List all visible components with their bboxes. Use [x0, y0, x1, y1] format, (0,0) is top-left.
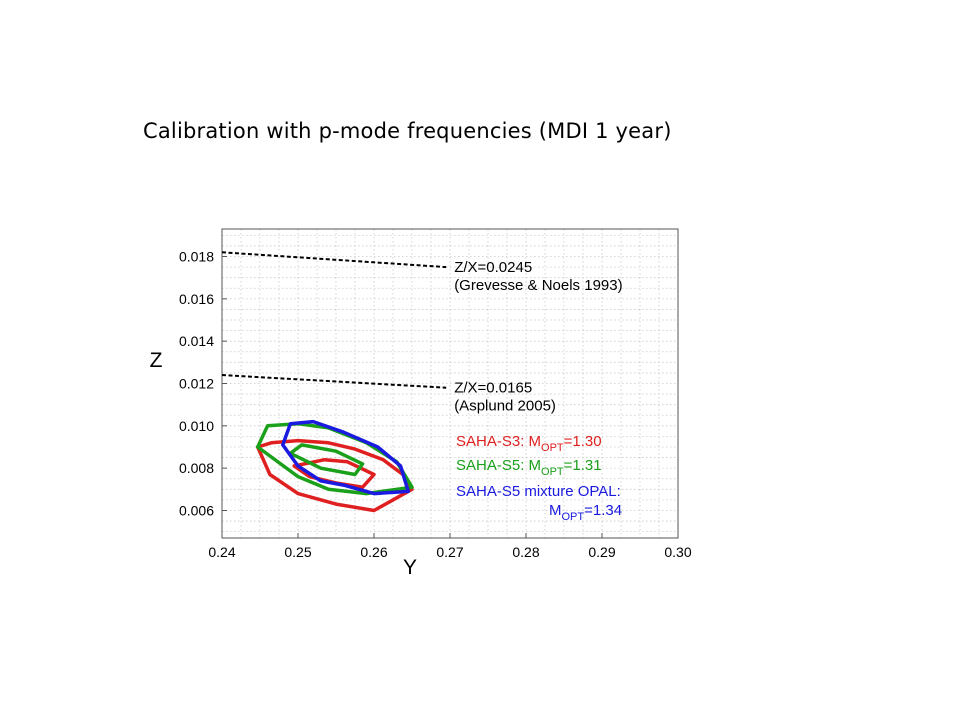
slide-title: Calibration with p-mode frequencies (MDI… [143, 119, 672, 143]
legend-entry-1: SAHA-S3: MOPT=1.30 [456, 433, 602, 454]
x-tick-label: 0.28 [512, 544, 539, 560]
x-tick-label: 0.25 [284, 544, 311, 560]
reference-line-1-source: (Grevesse & Noels 1993) [454, 277, 622, 294]
y-tick-label: 0.016 [179, 291, 214, 307]
reference-line-2-source: (Asplund 2005) [454, 398, 556, 415]
y-tick-label: 0.012 [179, 376, 214, 392]
legend-entry-3: SAHA-S5 mixture OPAL: [456, 483, 621, 500]
x-tick-label: 0.30 [664, 544, 691, 560]
reference-line-1-ratio: Z/X=0.0245 [454, 259, 532, 276]
y-tick-label: 0.008 [179, 460, 214, 476]
series-3-contour-1 [281, 419, 410, 496]
y-tick-label: 0.006 [179, 502, 214, 518]
series-2-contour-2 [288, 443, 365, 477]
x-tick-label: 0.27 [436, 544, 463, 560]
x-tick-label: 0.26 [360, 544, 387, 560]
reference-line-2-ratio: Z/X=0.0165 [454, 380, 532, 397]
x-tick-label: 0.24 [208, 544, 235, 560]
y-axis-label: Z [150, 349, 163, 372]
x-tick-label: 0.29 [588, 544, 615, 560]
legend-entry-2: SAHA-S5: MOPT=1.31 [456, 457, 602, 478]
reference-line-1 [221, 251, 447, 269]
legend-entry-3-line2: MOPT=1.34 [549, 502, 622, 523]
x-axis-label: Y [403, 556, 417, 579]
y-tick-label: 0.018 [179, 249, 214, 265]
y-tick-label: 0.010 [179, 418, 214, 434]
reference-line-2 [221, 374, 447, 389]
y-tick-label: 0.014 [179, 333, 214, 349]
